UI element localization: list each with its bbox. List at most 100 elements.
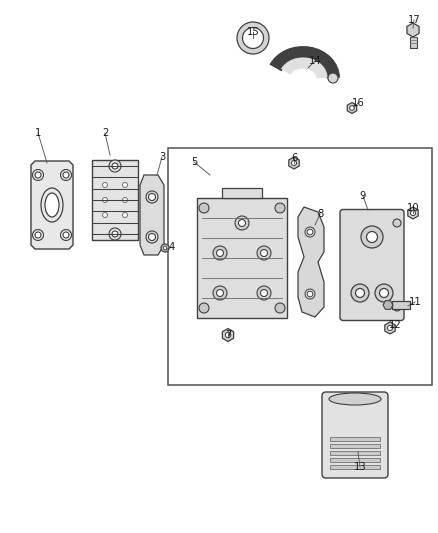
Circle shape [35,232,41,238]
Text: 8: 8 [317,209,323,219]
Circle shape [213,246,227,260]
Circle shape [305,227,315,237]
Circle shape [261,249,268,256]
Circle shape [379,288,389,297]
Text: 1: 1 [35,128,41,138]
Circle shape [102,213,107,217]
Bar [168,148,432,385]
Circle shape [239,220,246,227]
Polygon shape [408,207,418,219]
Ellipse shape [45,193,59,217]
Circle shape [216,249,223,256]
Circle shape [261,289,268,296]
Circle shape [123,213,127,217]
Circle shape [257,286,271,300]
Circle shape [291,160,297,166]
Circle shape [146,191,158,203]
Text: 9: 9 [360,191,366,201]
Circle shape [328,73,338,83]
Circle shape [356,288,364,297]
Polygon shape [289,157,299,169]
Text: 10: 10 [407,203,419,213]
FancyBboxPatch shape [92,160,138,240]
Circle shape [410,211,416,215]
FancyBboxPatch shape [322,392,388,478]
Ellipse shape [329,393,381,405]
Circle shape [216,289,223,296]
Bar [330,444,380,448]
Bar [330,437,380,441]
Circle shape [225,332,231,338]
Circle shape [305,289,315,299]
Polygon shape [298,207,324,317]
Circle shape [60,169,71,181]
Ellipse shape [41,188,63,222]
Circle shape [112,163,118,169]
Text: 12: 12 [389,320,401,330]
Circle shape [351,284,369,302]
Circle shape [367,231,378,243]
Circle shape [161,244,169,252]
Circle shape [257,246,271,260]
Text: 4: 4 [169,242,175,252]
Circle shape [102,182,107,188]
Bar [392,301,410,309]
Circle shape [32,230,43,240]
Text: 6: 6 [291,153,297,163]
Circle shape [63,172,69,178]
Circle shape [393,303,401,311]
Circle shape [60,230,71,240]
Bar [330,465,380,469]
Circle shape [213,286,227,300]
Circle shape [102,198,107,203]
Circle shape [123,182,127,188]
Text: 11: 11 [409,297,421,307]
Text: 13: 13 [354,462,366,472]
Circle shape [235,216,249,230]
Text: 15: 15 [247,27,259,37]
Circle shape [393,219,401,227]
Circle shape [350,106,354,110]
Text: 5: 5 [191,157,197,167]
Polygon shape [140,175,164,255]
Polygon shape [383,301,393,309]
Circle shape [199,203,209,213]
Circle shape [361,226,383,248]
Circle shape [375,284,393,302]
Circle shape [199,303,209,313]
Circle shape [146,231,158,243]
Circle shape [388,326,392,330]
Text: 2: 2 [102,128,108,138]
Text: 17: 17 [408,15,420,25]
Circle shape [275,203,285,213]
Circle shape [35,172,41,178]
Bar [410,37,417,48]
Text: 14: 14 [309,56,321,66]
Circle shape [109,160,121,172]
Circle shape [148,193,155,200]
Wedge shape [237,22,269,54]
Polygon shape [347,102,357,114]
Circle shape [275,303,285,313]
Text: 3: 3 [159,152,165,162]
Circle shape [63,232,69,238]
Polygon shape [31,161,73,249]
Circle shape [163,246,167,250]
Circle shape [109,228,121,240]
Circle shape [148,233,155,240]
Circle shape [307,229,313,235]
Polygon shape [385,322,395,334]
Polygon shape [223,328,233,342]
Text: 16: 16 [352,98,364,108]
Circle shape [32,169,43,181]
Circle shape [112,231,118,237]
Circle shape [123,198,127,203]
Polygon shape [407,23,419,37]
Circle shape [307,291,313,297]
Bar [197,198,287,318]
Text: 7: 7 [225,330,231,340]
Bar [330,458,380,462]
Bar [222,188,262,198]
Bar [330,451,380,455]
FancyBboxPatch shape [340,209,404,320]
